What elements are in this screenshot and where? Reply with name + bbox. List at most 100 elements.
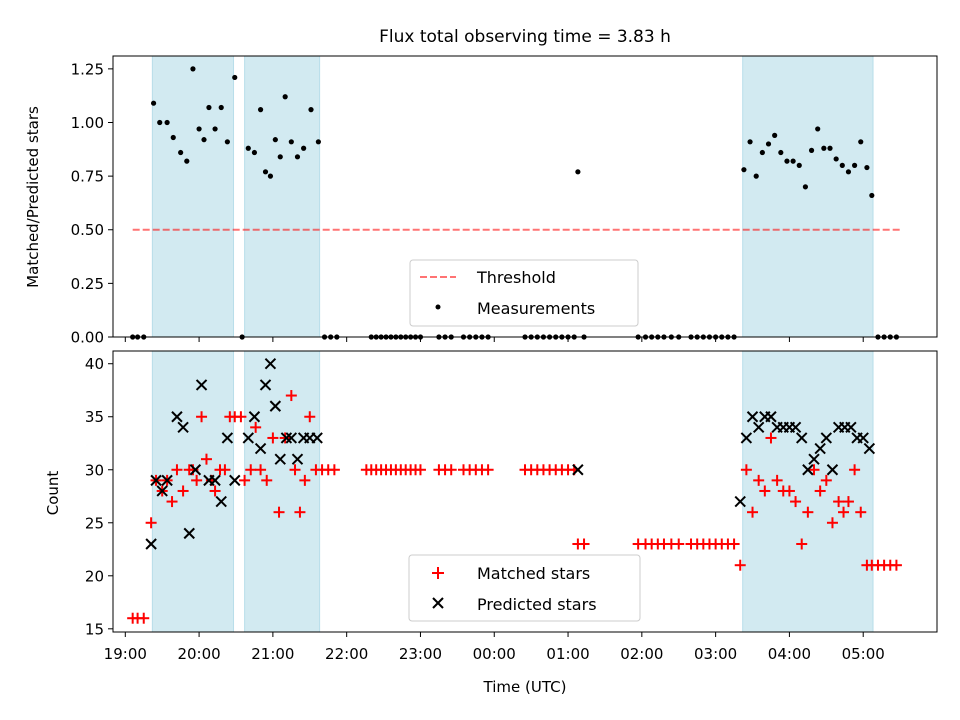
measurement-point (201, 137, 207, 143)
measurement-point (224, 139, 230, 145)
bottom-legend: Matched stars Predicted stars (408, 554, 641, 622)
matched-star-point (482, 464, 494, 476)
matched-star-point (414, 464, 426, 476)
predicted-star-point (189, 464, 202, 476)
measurement-point (157, 119, 163, 126)
matched-star-point (783, 485, 795, 497)
matched-star-point (250, 421, 262, 433)
y-tick-label: 15 (85, 620, 104, 638)
matched-star-point (765, 432, 777, 444)
matched-star-point (196, 411, 208, 423)
predicted-star-point (740, 432, 753, 444)
top-y-ticks: 0.00 0.25 0.50 0.75 1.00 1.25 (71, 60, 113, 347)
matched-star-point (445, 464, 457, 476)
predicted-star-point (572, 464, 584, 476)
matched-star-point (728, 538, 740, 550)
matched-star-point (191, 474, 203, 486)
predicted-star-point (242, 432, 254, 444)
predicted-star-point (209, 474, 221, 487)
y-tick-label: 0.25 (71, 275, 104, 293)
matched-star-point (267, 432, 279, 444)
matched-star-point (239, 474, 251, 486)
predicted-star-point (814, 442, 826, 455)
matched-star-point (740, 464, 752, 476)
legend-measurements-label: Measurements (477, 299, 595, 318)
measurement-point (206, 104, 212, 111)
matched-star-point (166, 496, 178, 508)
predicted-star-point (285, 432, 298, 444)
predicted-star-point (254, 442, 267, 455)
x-tick-label: 21:00 (251, 645, 294, 663)
matched-star-point (289, 464, 301, 476)
matched-star-point (826, 517, 838, 529)
predicted-star-point (221, 432, 234, 444)
measurement-point (301, 145, 307, 151)
measurement-point (288, 139, 294, 145)
measurement-point (150, 100, 157, 106)
measurement-point (839, 162, 845, 168)
legend-predicted-label: Predicted stars (477, 595, 597, 614)
matched-star-point (849, 464, 861, 476)
predicted-star-point (229, 474, 241, 487)
predicted-star-point (291, 453, 304, 465)
matched-star-point (855, 506, 867, 518)
measurement-point (251, 149, 258, 156)
matched-star-point (771, 474, 783, 486)
matched-star-point (796, 538, 808, 550)
y-tick-label: 1.00 (71, 114, 104, 132)
y-tick-label: 40 (85, 355, 104, 373)
predicted-star-point (746, 411, 759, 423)
measurement-point (178, 149, 184, 156)
measurement-point (267, 173, 274, 179)
measurement-point (753, 173, 759, 179)
measurement-point (294, 154, 301, 160)
measurement-point (164, 119, 170, 126)
matched-star-point (328, 464, 340, 476)
predicted-star-point (789, 421, 802, 434)
matched-star-point (673, 538, 685, 550)
measurement-point (245, 145, 251, 151)
measurement-point (864, 164, 870, 171)
predicted-star-point (161, 474, 173, 487)
matched-star-point (285, 390, 297, 402)
matched-star-point (171, 464, 183, 476)
y-tick-label: 0.75 (71, 168, 104, 186)
matched-star-point (255, 464, 267, 476)
matched-star-point (838, 506, 850, 518)
matched-star-point (261, 474, 273, 486)
measurement-point (196, 126, 202, 132)
x-tick-label: 19:00 (104, 645, 147, 663)
predicted-star-point (195, 379, 208, 391)
matched-star-point (753, 474, 765, 486)
x-tick-label: 02:00 (620, 645, 663, 663)
matched-star-point (802, 506, 814, 518)
legend-matched-label: Matched stars (477, 564, 590, 583)
y-tick-label: 0.00 (71, 329, 104, 347)
predicted-star-point (145, 538, 157, 550)
x-tick-label: 20:00 (177, 645, 220, 663)
matched-stars-points (127, 390, 902, 624)
matched-star-point (808, 464, 820, 476)
measurement-point (808, 147, 815, 153)
bottom-shaded-intervals (151, 350, 874, 633)
predicted-star-point (248, 411, 261, 423)
bottom-y-label: Count (44, 471, 62, 516)
predicted-star-point (802, 464, 814, 476)
x-tick-label: 22:00 (325, 645, 368, 663)
predicted-star-point (826, 464, 839, 476)
matched-star-point (890, 559, 902, 571)
matched-star-point (219, 464, 231, 476)
measurement-point (821, 145, 827, 151)
top-legend: Threshold Measurements (409, 259, 639, 327)
shaded-interval (244, 55, 321, 338)
top-axes-frame (112, 55, 938, 338)
measurement-point (232, 74, 238, 81)
predicted-star-point (845, 421, 857, 434)
measurement-point (784, 158, 790, 164)
matched-star-point (177, 485, 189, 497)
predicted-star-point (863, 442, 876, 455)
predicted-star-point (808, 453, 820, 465)
measurement-point (778, 149, 784, 156)
predicted-star-point (734, 495, 746, 508)
